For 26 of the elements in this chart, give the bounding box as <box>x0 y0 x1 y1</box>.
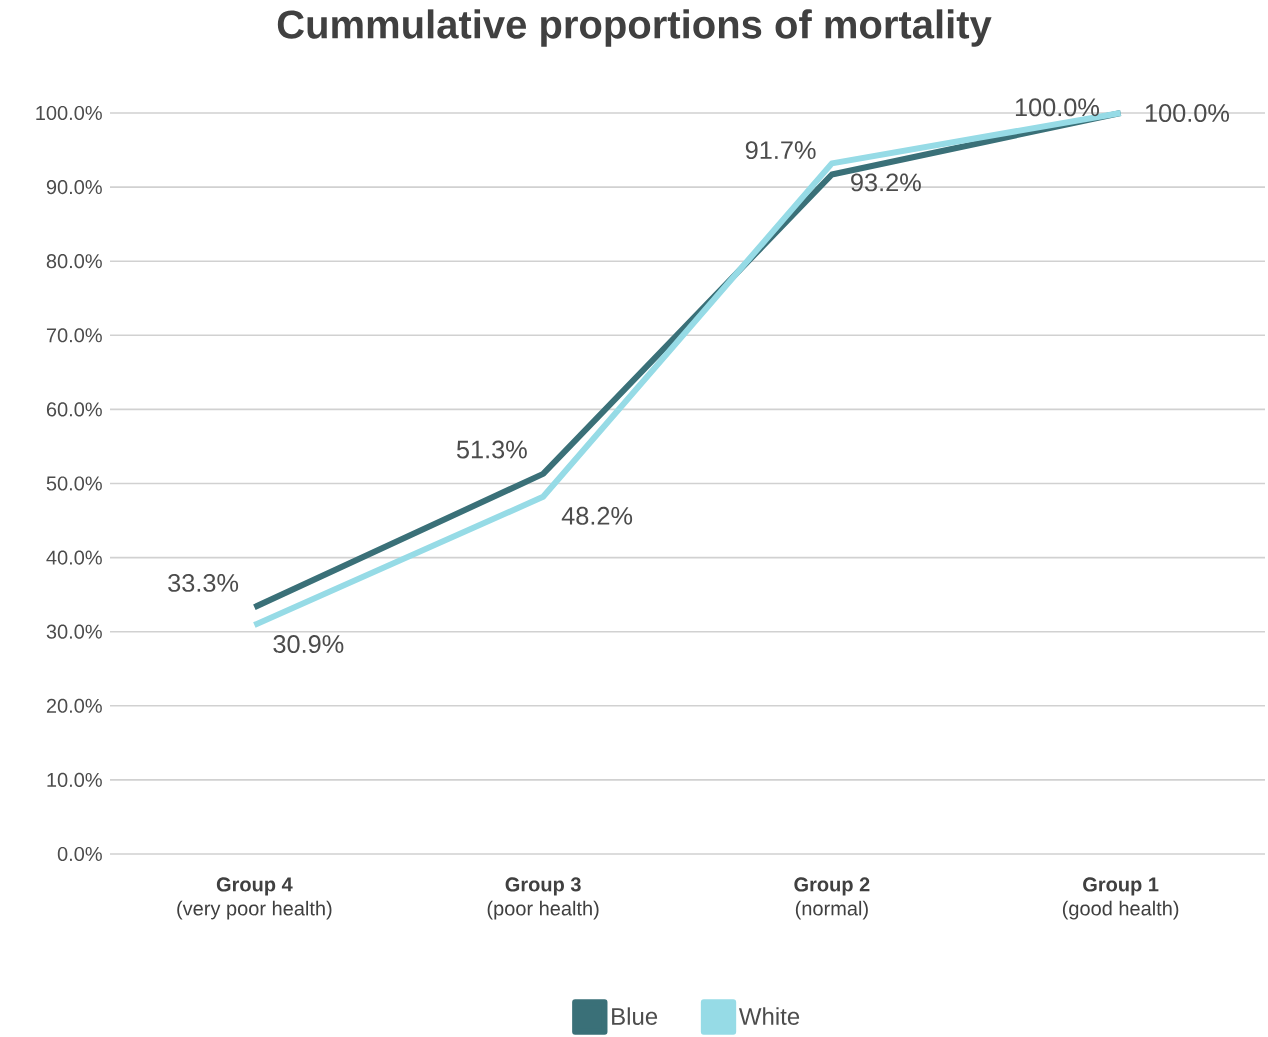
y-tick-label: 90.0% <box>46 179 102 194</box>
y-tick-label: 0.0% <box>57 846 102 861</box>
y-tick-label: 80.0% <box>46 253 102 269</box>
y-tick-label: 20.0% <box>46 698 102 713</box>
data-label: 48.2% <box>561 506 633 525</box>
y-tick-label: 30.0% <box>46 624 102 639</box>
data-label: 91.7% <box>745 141 816 159</box>
y-tick-label: 40.0% <box>46 550 102 565</box>
data-label: 93.2% <box>851 173 921 192</box>
chart-title: Cummulative proportions of mortality <box>277 9 992 47</box>
data-label: 30.9% <box>273 634 344 653</box>
legend-label: Blue <box>612 1007 658 1025</box>
x-tick-label: Group 2 (normal) <box>794 877 870 920</box>
y-tick-label: 70.0% <box>46 328 102 343</box>
y-tick-label: 50.0% <box>46 476 102 491</box>
y-tick-label: 10.0% <box>47 772 102 787</box>
data-label: 100.0% <box>1145 103 1230 122</box>
x-tick-label: Group 4 (very poor health) <box>177 877 332 920</box>
data-label: 33.3% <box>168 573 239 592</box>
x-tick-label: Group 3 (poor health) <box>487 877 599 920</box>
y-tick-label: 100.0% <box>36 105 102 120</box>
data-label: 100.0% <box>1015 98 1099 117</box>
data-label: 51.3% <box>456 440 527 459</box>
x-tick-label: Group 1 (good health) <box>1062 877 1179 920</box>
y-tick-label: 60.0% <box>46 402 102 417</box>
legend-label: White <box>738 1007 800 1025</box>
